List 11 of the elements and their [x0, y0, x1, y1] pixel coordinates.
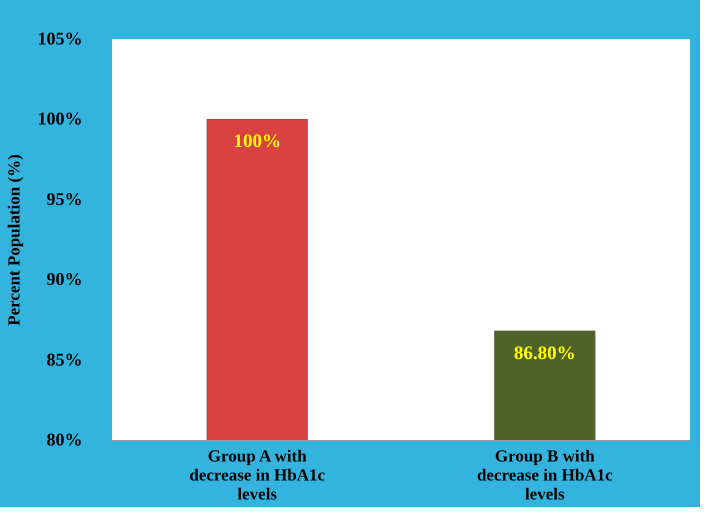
y-tick-label: 100%: [38, 108, 82, 129]
x-tick-label: Group B with decrease in HbA1c levels: [476, 446, 614, 504]
data-label: 86.80%: [514, 342, 576, 364]
y-tick-label: 80%: [46, 430, 82, 450]
y-tick-label: 85%: [46, 349, 82, 370]
y-tick-label: 95%: [46, 188, 82, 209]
y-tick-label: 105%: [38, 28, 82, 48]
data-label: 100%: [233, 131, 281, 152]
y-tick-label: 90%: [46, 269, 82, 290]
y-axis-title: Percent Population (%): [4, 154, 24, 326]
x-tick-label: Group A with decrease in HbA1c levels: [189, 446, 326, 504]
